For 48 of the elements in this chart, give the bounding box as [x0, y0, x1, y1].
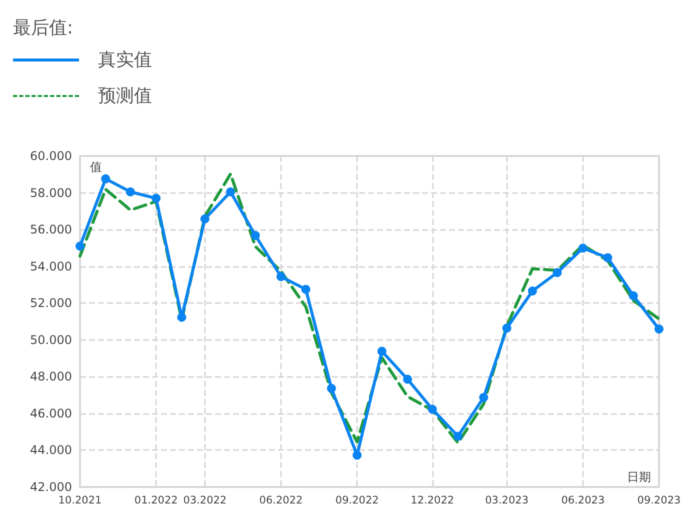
point [126, 187, 135, 196]
y-tick-label: 44.000 [30, 443, 72, 458]
point [276, 272, 286, 282]
point [552, 268, 562, 278]
point [177, 312, 186, 322]
y-tick-label: 58.000 [30, 186, 72, 200]
y-tick-label: 42.000 [30, 480, 72, 494]
point [152, 194, 161, 203]
point [502, 324, 512, 333]
x-tick-label: 12.2022 [410, 494, 454, 506]
point [528, 286, 537, 296]
point [479, 392, 488, 402]
y-tick-label: 52.000 [30, 296, 72, 310]
point [226, 187, 236, 196]
x-tick-label: 06.2023 [561, 494, 605, 506]
x-axis-title: 日期 [627, 470, 651, 484]
point [428, 404, 437, 414]
point [377, 346, 386, 356]
y-tick-label: 50.000 [30, 332, 72, 347]
point [352, 450, 362, 460]
point [603, 253, 612, 262]
point [200, 214, 210, 224]
x-tick-label: 03.2023 [485, 494, 529, 506]
point [301, 284, 310, 294]
x-tick-label: 06.2022 [259, 494, 303, 506]
y-axis-title: 值 [90, 160, 102, 174]
y-tick-label: 54.000 [30, 259, 72, 274]
legend-label: 预测值 [98, 86, 152, 106]
legend-label: 真实值 [98, 50, 152, 70]
x-tick-label: 09.2023 [637, 494, 681, 506]
point [454, 432, 463, 441]
y-tick-label: 48.000 [30, 370, 72, 384]
x-tick-label: 10.2021 [58, 494, 102, 506]
x-tick-label: 01.2022 [134, 494, 178, 506]
y-tick-label: 46.000 [30, 406, 72, 420]
point [403, 374, 412, 384]
point [101, 174, 110, 184]
point [326, 384, 336, 393]
point [578, 244, 588, 253]
point [628, 291, 638, 300]
chart-title: 最后值: [13, 18, 74, 38]
point [76, 242, 84, 251]
point [654, 324, 664, 334]
y-tick-label: 60.000 [30, 149, 72, 163]
y-tick-label: 56.000 [30, 222, 72, 237]
x-tick-label: 03.2022 [183, 494, 227, 506]
x-tick-label: 09.2022 [335, 494, 379, 506]
point [250, 230, 260, 240]
